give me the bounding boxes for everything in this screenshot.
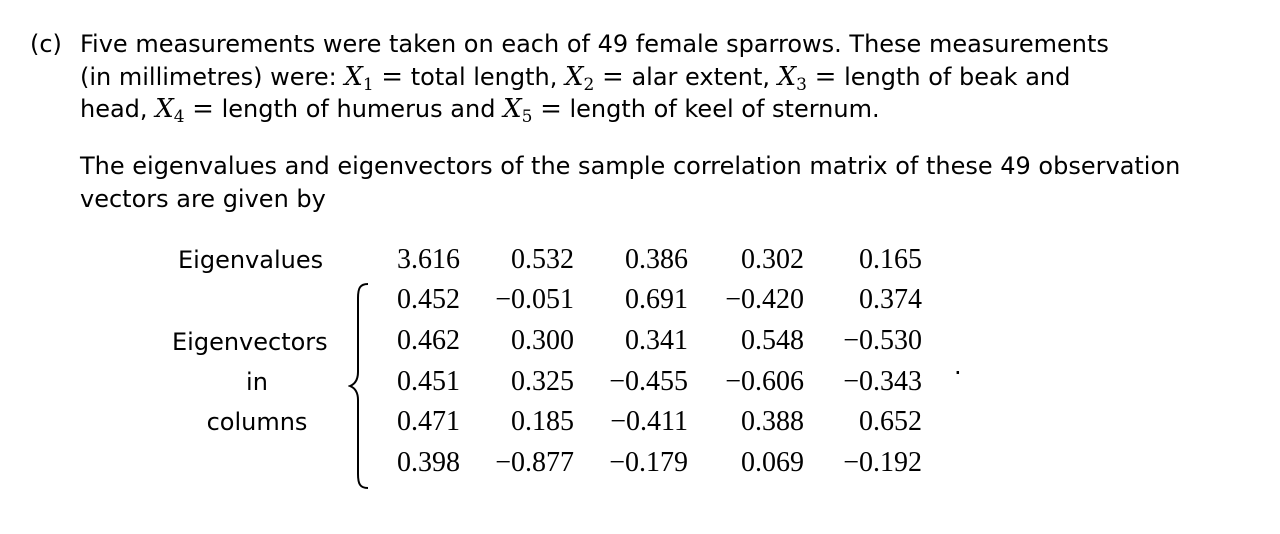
eigen-intro-paragraph: The eigenvalues and eigenvectors of the …	[80, 152, 1181, 213]
intro-text-2: (in millimetres) were:	[80, 62, 337, 91]
eigenvalues-label: Eigenvalues	[178, 246, 324, 274]
eigenvector-cell-r2-c4: 0.548	[741, 325, 804, 356]
var-x3: X3	[777, 61, 807, 95]
intro-text-1: Five measurements were taken on each of …	[80, 30, 1109, 58]
in-label: in	[246, 368, 268, 396]
eigenvector-cell-r4-c1: 0.471	[397, 406, 460, 437]
end-period: .	[954, 352, 962, 380]
eigenvalue-2: 0.532	[511, 244, 574, 275]
eigenvector-cell-r3-c2: 0.325	[511, 366, 574, 397]
head-word: head,	[80, 95, 148, 123]
intro-line-3: head, X4 = length of humerus and X5 = le…	[30, 93, 1260, 126]
eigenvector-cell-r3-c5: −0.343	[843, 366, 922, 397]
var-x2: X2	[565, 61, 595, 95]
eigenvector-cell-r5-c3: −0.179	[609, 447, 688, 478]
var-x4-desc: length of humerus and	[221, 95, 496, 123]
eigenvector-cell-r5-c5: −0.192	[843, 447, 922, 478]
intro-line-1: (c) Five measurements were taken on each …	[30, 28, 1260, 61]
eigenvector-cell-r4-c2: 0.185	[511, 406, 574, 437]
eigenvector-cell-r1-c4: −0.420	[725, 284, 804, 315]
part-label: (c)	[30, 30, 62, 58]
eigenvector-cell-r1-c2: −0.051	[495, 284, 574, 315]
left-brace-icon	[348, 283, 369, 489]
eigenvector-cell-r1-c5: 0.374	[859, 284, 922, 315]
columns-label: columns	[206, 408, 308, 436]
eigenvectors-label: Eigenvectors	[172, 328, 328, 356]
eigenvector-cell-r5-c4: 0.069	[741, 447, 804, 478]
eigenvector-cell-r4-c5: 0.652	[859, 406, 922, 437]
var-x1-desc: total length,	[410, 62, 558, 91]
equals-sign: =	[192, 94, 214, 124]
var-x2-desc: alar extent,	[631, 62, 770, 91]
eigenvector-cell-r4-c3: −0.411	[610, 406, 688, 437]
intro-line-2: (in millimetres) were: X1 = total length…	[30, 61, 1260, 94]
equals-sign: =	[814, 61, 837, 92]
equals-sign: =	[602, 61, 624, 92]
eigenvalue-3: 0.386	[625, 244, 688, 275]
var-x1: X1	[344, 61, 374, 95]
eigenvalue-4: 0.302	[741, 244, 804, 275]
eigenvector-cell-r2-c5: −0.530	[843, 325, 922, 356]
var-x5-desc: length of keel of sternum.	[569, 95, 880, 123]
equals-sign: =	[381, 61, 404, 92]
eigenvector-cell-r5-c2: −0.877	[495, 447, 574, 478]
eigenvalue-1: 3.616	[397, 244, 460, 275]
eigenvalue-5: 0.165	[859, 244, 922, 275]
eigenvector-cell-r3-c3: −0.455	[609, 366, 688, 397]
eigenvector-cell-r2-c3: 0.341	[625, 325, 688, 356]
eigenvector-cell-r2-c2: 0.300	[511, 325, 574, 356]
question-paragraph: (c) Five measurements were taken on each …	[30, 28, 1260, 126]
eigenvector-cell-r4-c4: 0.388	[741, 406, 804, 437]
equals-sign: =	[540, 94, 562, 124]
var-x5: X5	[503, 94, 533, 127]
eigenvector-cell-r2-c1: 0.462	[397, 325, 460, 356]
eigenvector-cell-r1-c3: 0.691	[625, 284, 688, 315]
eigenvector-cell-r3-c4: −0.606	[725, 366, 804, 397]
var-x3-desc: length of beak and	[844, 62, 1071, 91]
eigenvector-cell-r5-c1: 0.398	[397, 447, 460, 478]
var-x4: X4	[155, 94, 185, 127]
eigenvector-cell-r3-c1: 0.451	[397, 366, 460, 397]
eigenvector-cell-r1-c1: 0.452	[397, 284, 460, 315]
